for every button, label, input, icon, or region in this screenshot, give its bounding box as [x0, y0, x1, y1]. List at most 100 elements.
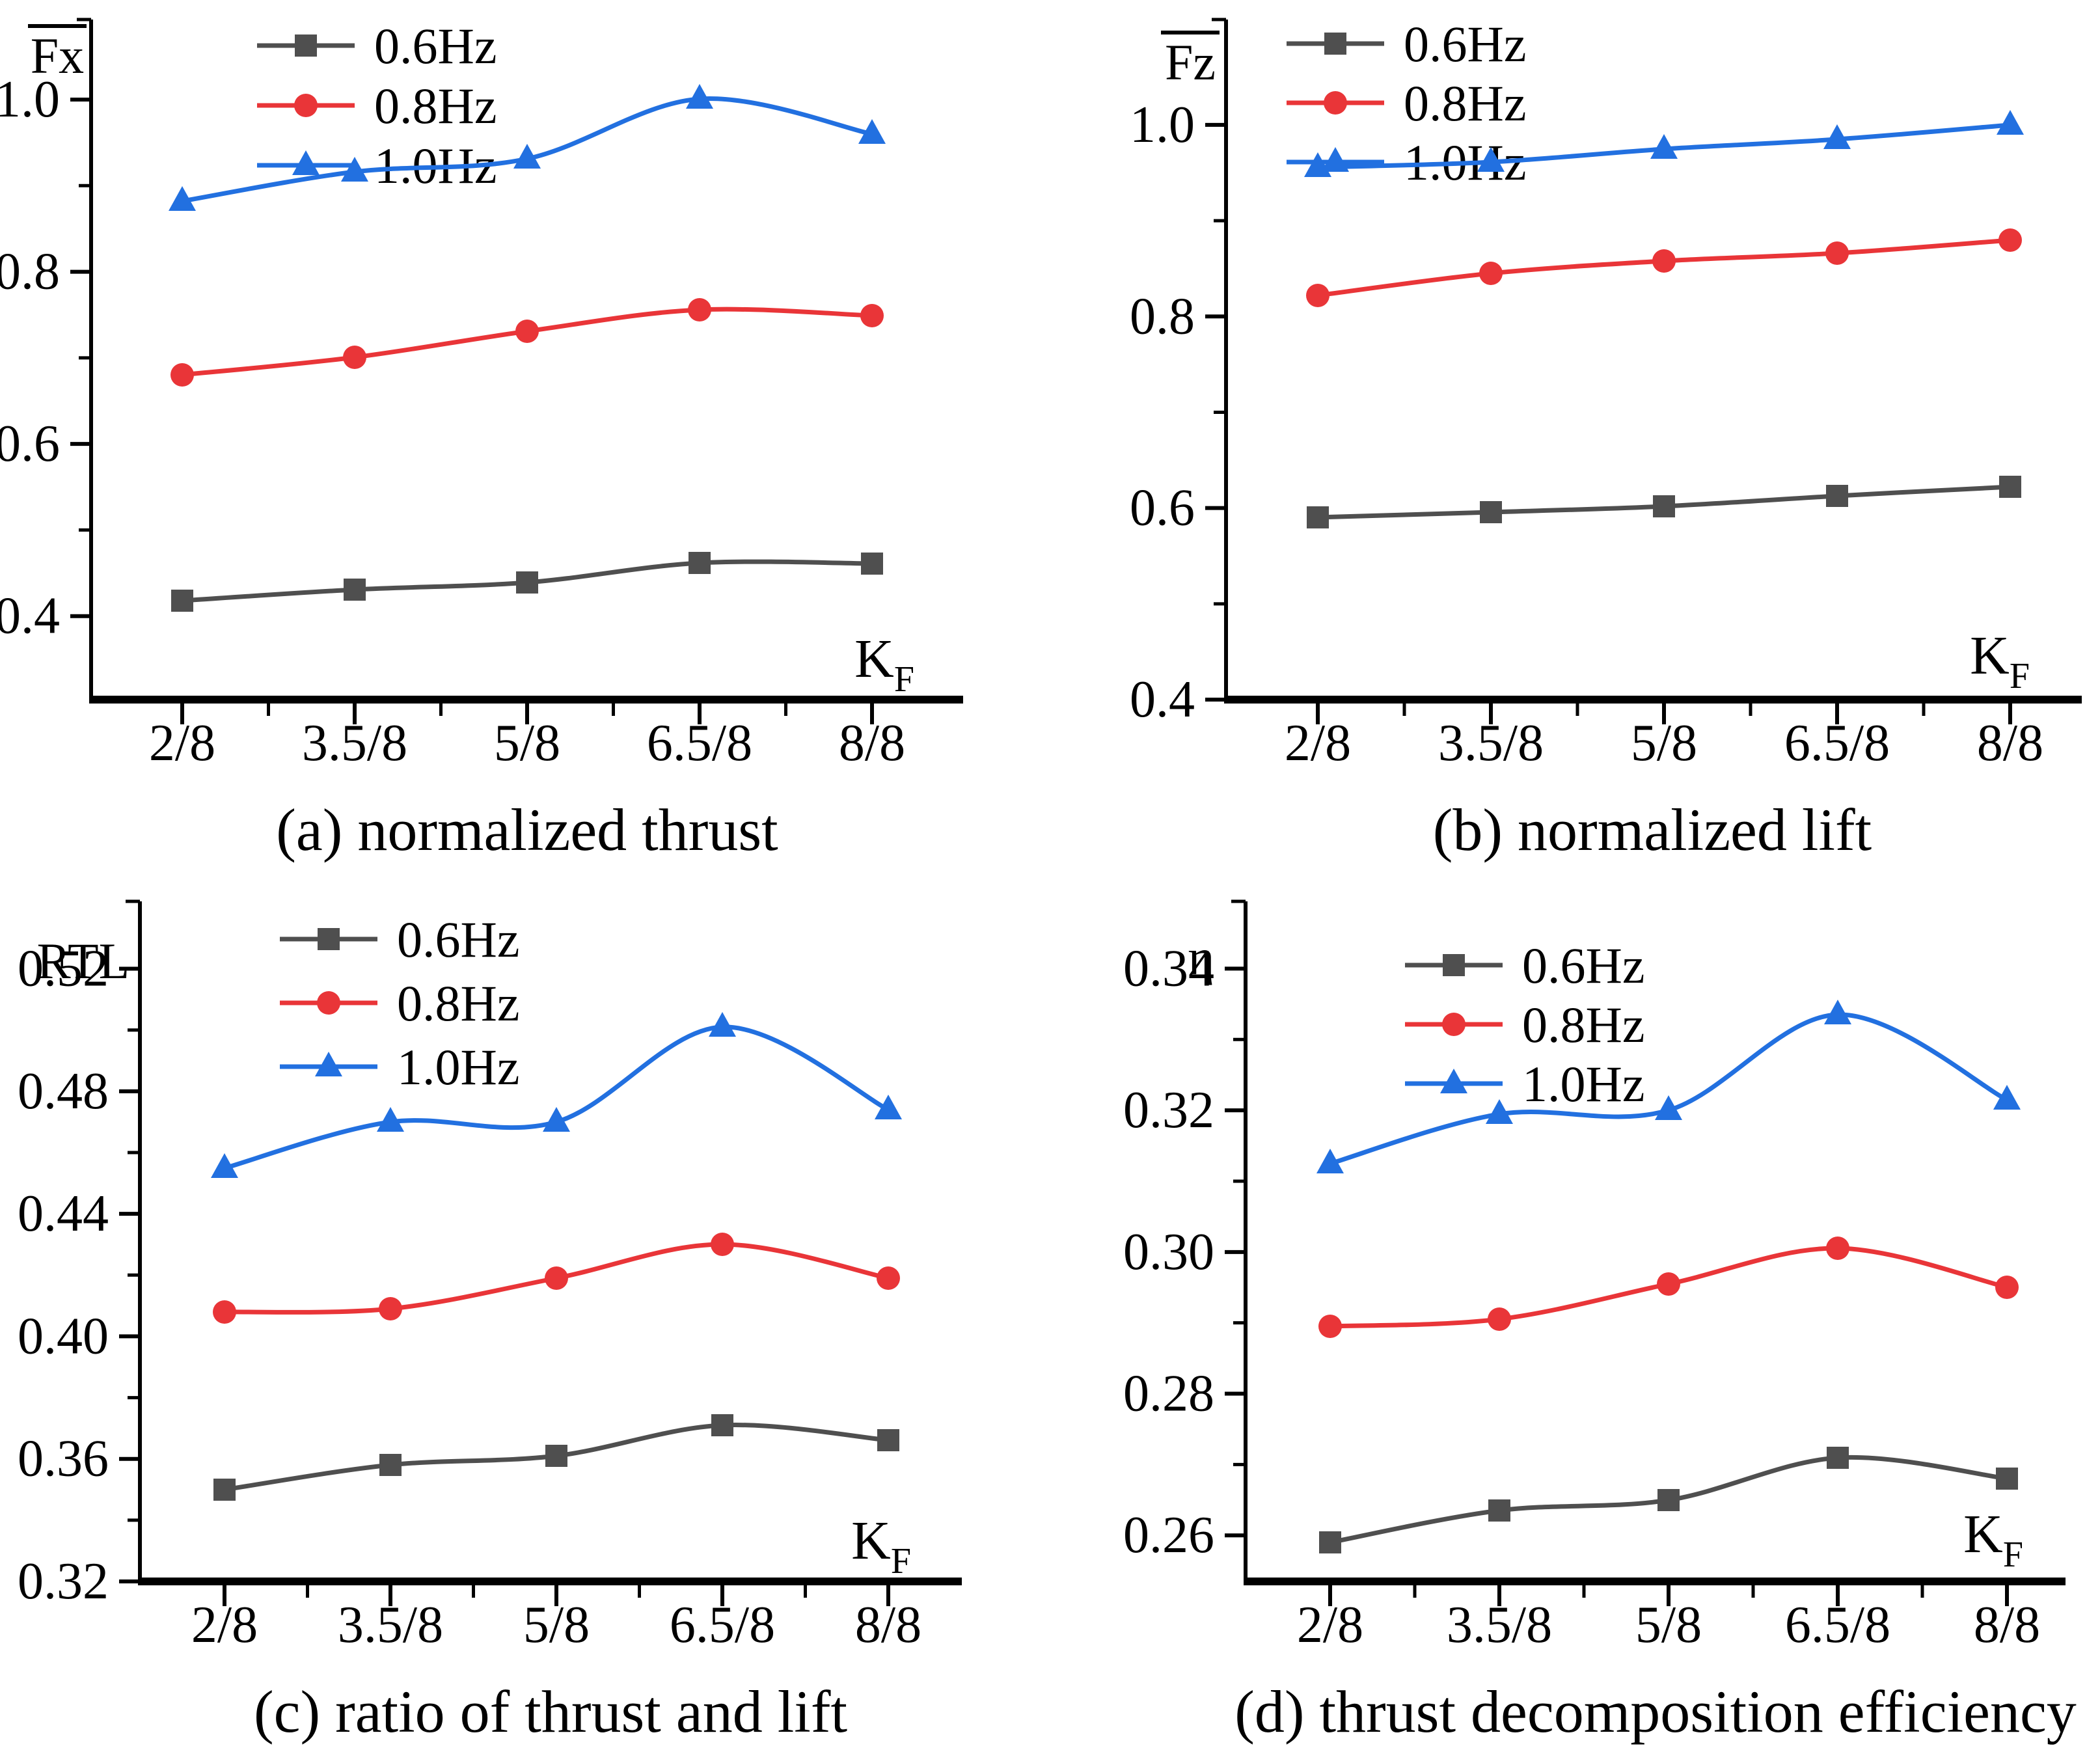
y-tick-label: 1.0 — [0, 71, 60, 128]
axes — [77, 18, 963, 704]
x-tick-label: 3.5/8 — [338, 1596, 443, 1654]
data-point-circle — [1488, 1307, 1511, 1331]
data-point-square — [344, 579, 366, 601]
x-tick-label: 2/8 — [1297, 1596, 1363, 1654]
legend-square-marker — [318, 928, 340, 950]
data-point-triangle — [1997, 110, 2024, 135]
data-point-circle — [1479, 262, 1503, 285]
data-point-square — [1488, 1499, 1510, 1522]
data-point-square — [213, 1479, 236, 1501]
data-point-circle — [1306, 284, 1330, 307]
chart-ratio-thrust-lift-canvas: 0.32 0.36 0.40 0.44 0.48 0.52 2/8 3.5/8 5/8 6.5/8… — [18, 899, 962, 1654]
x-tick-label: 3.5/8 — [1438, 715, 1544, 772]
caption-a: (a) normalized thrust — [276, 797, 778, 863]
legend-label: 1.0Hz — [1522, 1056, 1644, 1112]
data-point-circle — [343, 346, 366, 369]
data-point-circle — [545, 1266, 568, 1290]
data-point-square — [1653, 495, 1675, 517]
data-point-triangle — [686, 84, 713, 109]
y-tick-label: 0.52 — [18, 940, 109, 998]
legend-triangle-marker — [292, 150, 320, 175]
legend-label: 0.8Hz — [397, 975, 519, 1032]
legend-triangle-marker — [1440, 1069, 1467, 1093]
legend-circle-marker — [1442, 1013, 1466, 1036]
legend-square-marker — [1324, 33, 1346, 55]
data-point-circle — [213, 1300, 236, 1324]
y-tick-label: 0.4 — [1130, 671, 1195, 728]
caption-b: (b) normalized lift — [1432, 797, 1872, 863]
data-point-square — [689, 552, 711, 574]
y-tick-label: 0.40 — [18, 1307, 109, 1365]
data-point-circle — [515, 320, 539, 343]
data-point-triangle — [211, 1153, 238, 1178]
data-point-circle — [1318, 1315, 1342, 1338]
x-tick-label: 3.5/8 — [302, 715, 407, 772]
data-point-triangle — [341, 157, 368, 182]
data-point-square — [1480, 501, 1502, 523]
x-tick-label: 5/8 — [494, 715, 560, 772]
legend-label: 0.6Hz — [1404, 16, 1526, 72]
data-point-triangle — [1650, 134, 1678, 159]
y-tick-label: 1.0 — [1130, 96, 1195, 154]
data-point-square — [1307, 506, 1329, 528]
panel-ratio-thrust-lift: 0.32 0.36 0.40 0.44 0.48 0.52 2/8 3.5/8 5/8 6.5/8… — [0, 882, 1050, 1763]
legend-triangle-marker — [315, 1052, 342, 1076]
y-tick-label: 0.34 — [1123, 940, 1214, 997]
data-point-square — [711, 1414, 733, 1436]
y-tick-label: 0.48 — [18, 1063, 109, 1120]
series-line-1.0Hz — [1328, 1012, 2010, 1166]
axes — [1231, 899, 2066, 1585]
data-point-triangle — [709, 1012, 736, 1037]
data-point-circle — [170, 363, 194, 387]
y-tick-label: 0.8 — [1130, 288, 1195, 345]
data-point-square — [877, 1429, 899, 1451]
data-point-square — [1996, 1468, 2018, 1490]
y-axis-title: Fx — [31, 27, 84, 84]
x-axis-title: KF — [1970, 625, 2030, 696]
legend-circle-marker — [317, 991, 340, 1015]
x-tick-label: 8/8 — [1974, 1596, 2040, 1654]
x-tick-label: 2/8 — [149, 715, 215, 772]
chart-thrust-decomposition-efficiency-canvas: 0.26 0.28 0.30 0.32 0.34 2/8 3.5/8 5/8 6.5/8 8/8 η… — [1123, 899, 2066, 1654]
x-tick-label: 8/8 — [855, 1596, 921, 1654]
chart-normalized-lift-canvas: 0.4 0.6 0.8 1.0 2/8 3.5/8 5/8 6.5/8 8/8 Fz KF 0.6Hz… — [1130, 16, 2082, 772]
data-point-triangle — [543, 1107, 570, 1132]
legend-circle-marker — [1324, 91, 1347, 115]
chart-normalized-thrust-canvas: 0.4 0.6 0.8 1.0 2/8 3.5/8 5/8 6.5/8 8/8 Fx KF 0.6Hz… — [0, 18, 963, 772]
y-tick-label: 0.6 — [0, 415, 60, 472]
panel-normalized-thrust: 0.4 0.6 0.8 1.0 2/8 3.5/8 5/8 6.5/8 8/8 Fx KF 0.6Hz… — [0, 0, 1050, 881]
y-tick-label: 0.4 — [0, 588, 60, 645]
data-point-triangle — [858, 119, 886, 144]
data-point-circle — [1826, 1237, 1849, 1260]
data-point-circle — [1652, 249, 1676, 273]
legend-label: 0.8Hz — [1522, 996, 1644, 1053]
x-axis-title: KF — [854, 629, 914, 700]
data-point-triangle — [377, 1107, 404, 1132]
legend-label: 0.6Hz — [397, 911, 519, 968]
data-point-triangle — [1486, 1099, 1513, 1124]
caption-d: (d) thrust decomposition efficiency — [1234, 1678, 2077, 1745]
y-tick-label: 0.26 — [1123, 1507, 1214, 1564]
x-tick-label: 5/8 — [523, 1596, 590, 1654]
x-axis-title: KF — [1963, 1504, 2023, 1575]
series-line-1.0Hz — [222, 1024, 891, 1171]
caption-c: (c) ratio of thrust and lift — [253, 1678, 848, 1745]
data-point-square — [516, 571, 538, 594]
legend-label: 0.6Hz — [374, 18, 497, 74]
panel-thrust-decomposition-efficiency: 0.26 0.28 0.30 0.32 0.34 2/8 3.5/8 5/8 6.5/8 8/8 η… — [1050, 882, 2100, 1763]
data-point-triangle — [1655, 1095, 1682, 1120]
data-point-triangle — [1823, 124, 1851, 149]
data-point-square — [1826, 485, 1848, 507]
x-tick-label: 6.5/8 — [1785, 1596, 1890, 1654]
legend-label: 0.8Hz — [1404, 75, 1526, 131]
x-tick-label: 8/8 — [1977, 715, 2043, 772]
legend: 0.6Hz 0.8Hz 1.0Hz — [280, 911, 519, 1095]
data-point-triangle — [513, 144, 541, 169]
x-tick-label: 6.5/8 — [670, 1596, 775, 1654]
data-point-square — [545, 1445, 567, 1467]
legend-label: 0.8Hz — [374, 77, 497, 134]
y-tick-label: 0.32 — [1123, 1082, 1214, 1139]
x-tick-label: 3.5/8 — [1447, 1596, 1552, 1654]
data-point-square — [861, 553, 883, 575]
